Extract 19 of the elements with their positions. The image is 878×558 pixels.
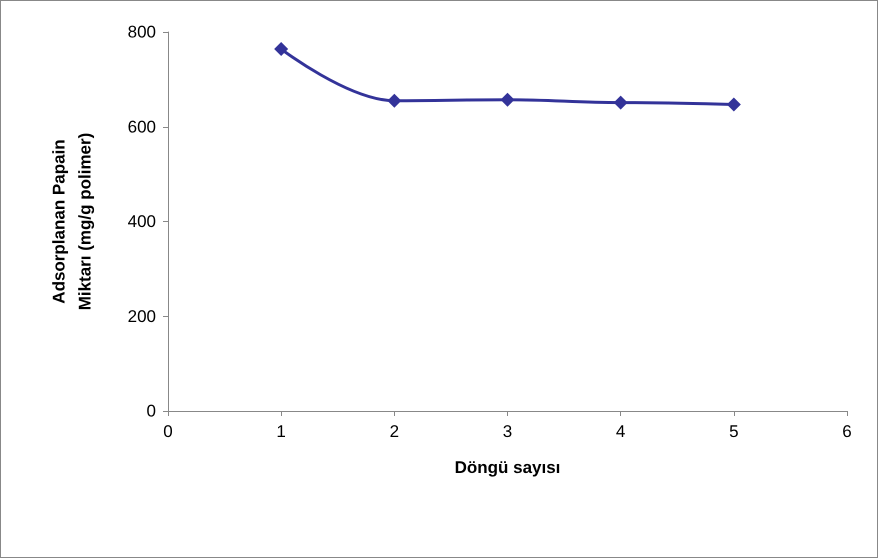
y-axis-title: Adsorplanan Papain Miktarı (mg/g polimer) <box>50 132 94 310</box>
point <box>274 42 288 56</box>
point <box>726 97 741 112</box>
point <box>500 92 514 107</box>
point <box>614 96 628 110</box>
point <box>387 94 402 108</box>
x-tick-label: 6 <box>842 422 852 441</box>
x-tick-label: 2 <box>390 422 400 441</box>
y-tick-label: 800 <box>128 22 156 42</box>
x-tick-label: 4 <box>616 422 626 441</box>
y-tick-label: 200 <box>128 306 156 326</box>
y-tick-label: 0 <box>146 402 156 420</box>
y-tick-label: 400 <box>128 212 156 231</box>
x-tick-label: 1 <box>276 422 286 441</box>
x-axis-title: Döngü sayısı <box>454 458 560 477</box>
x-tick-label: 0 <box>163 422 173 441</box>
x-tick-label: 5 <box>729 422 739 441</box>
y-tick-label: 600 <box>128 117 156 136</box>
x-tick-label: 3 <box>502 422 512 441</box>
